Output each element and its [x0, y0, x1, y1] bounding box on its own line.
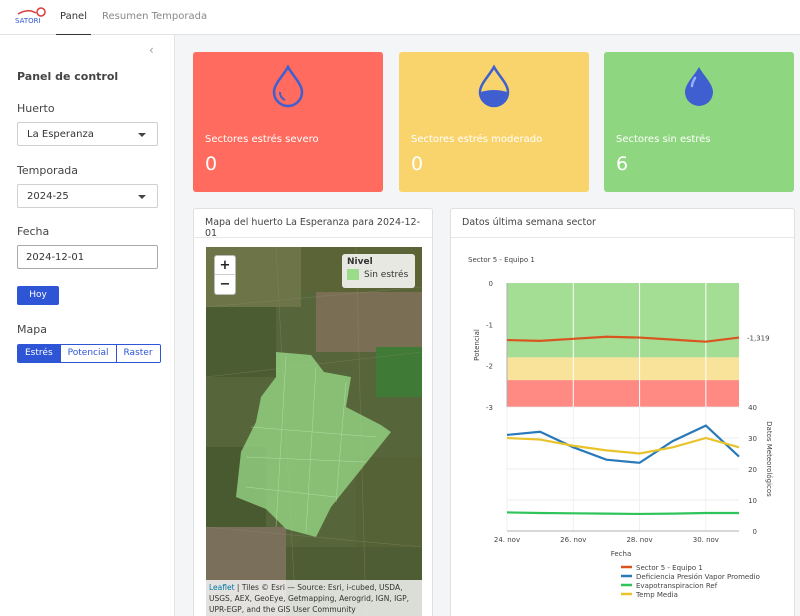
card-estres-severo: Sectores estrés severo 0 — [193, 52, 383, 192]
hoy-button[interactable]: Hoy — [17, 286, 59, 305]
satellite-imagery — [206, 247, 422, 616]
card-sin-estres: Sectores sin estrés 6 — [604, 52, 794, 192]
zoom-control: + − — [214, 255, 236, 295]
card-value: 0 — [411, 153, 424, 175]
mapa-toggle-group: Estrés Potencial Raster — [17, 344, 161, 363]
bottom-y-axis-label: Datos Meteorológicos — [765, 421, 773, 497]
sidebar-title: Panel de control — [17, 70, 119, 83]
huerto-value: La Esperanza — [27, 129, 94, 140]
huerto-label: Huerto — [17, 102, 55, 115]
card-label: Sectores estrés moderado — [411, 134, 543, 145]
chart-subtitle: Sector 5 - Equipo 1 — [468, 256, 535, 264]
series-line-0 — [506, 424, 740, 464]
card-value: 6 — [616, 153, 629, 175]
leaflet-link[interactable]: Leaflet — [209, 583, 235, 592]
map-legend: Nivel Sin estrés — [342, 254, 415, 288]
weekly-sector-chart[interactable]: Sector 5 - Equipo 1 0 -1 -2 -3 Potencial -1,31… — [451, 247, 796, 616]
legend-item-label: Deficiencia Presión Vapor Promedio — [636, 573, 760, 581]
mapa-option-raster[interactable]: Raster — [115, 345, 160, 362]
map-attribution: Leaflet | Tiles © Esri — Source: Esri, i… — [206, 580, 422, 616]
card-label: Sectores sin estrés — [616, 134, 711, 145]
legend-item-label: Evapotranspiracion Ref — [636, 582, 718, 590]
temporada-label: Temporada — [17, 164, 79, 177]
huerto-select[interactable]: La Esperanza — [17, 122, 158, 146]
chart-panel-title: Datos última semana sector — [462, 217, 596, 228]
legend-item-label: Sin estrés — [364, 269, 409, 280]
top-y-tick-label: 0 — [489, 280, 493, 288]
top-y-tick-label: -1 — [486, 321, 493, 329]
top-y-tick-label: -2 — [486, 363, 493, 371]
water-drop-half-icon — [478, 64, 510, 108]
water-drop-empty-icon — [272, 64, 304, 108]
orchard-map[interactable]: + − Nivel Sin estrés Leaflet | Tiles © E… — [206, 247, 422, 616]
sidebar: ‹ Panel de control Huerto La Esperanza T… — [0, 35, 175, 616]
top-y-axis-label: Potencial — [473, 329, 481, 361]
tab-panel[interactable]: Panel — [56, 11, 91, 36]
map-panel-title: Mapa del huerto La Esperanza para 2024-1… — [205, 217, 421, 239]
legend-item-label: Sector 5 - Equipo 1 — [636, 564, 703, 572]
top-y-tick-label: -3 — [486, 404, 493, 412]
temporada-value: 2024-25 — [27, 191, 69, 202]
zoom-out-button[interactable]: − — [219, 277, 231, 292]
legend-swatch — [347, 269, 359, 280]
card-estres-moderado: Sectores estrés moderado 0 — [399, 52, 589, 192]
bottom-y-tick-label: 0 — [753, 528, 757, 536]
attribution-text: | Tiles © Esri — Source: Esri, i-cubed, … — [209, 583, 410, 614]
mapa-option-estres[interactable]: Estrés — [18, 345, 60, 362]
fecha-label: Fecha — [17, 225, 50, 238]
bottom-y-tick-label: 30 — [748, 435, 757, 443]
x-tick-label: 28. nov — [626, 536, 652, 544]
series-line-2 — [506, 436, 740, 455]
bottom-y-tick-label: 20 — [748, 466, 757, 474]
x-tick-label: 26. nov — [560, 536, 586, 544]
card-label: Sectores estrés severo — [205, 134, 319, 145]
stress-band-2 — [507, 380, 739, 407]
water-drop-full-icon — [685, 67, 713, 106]
mapa-label: Mapa — [17, 323, 47, 336]
series-line-sector — [506, 335, 740, 343]
temporada-select[interactable]: 2024-25 — [17, 184, 158, 208]
tab-resumen-temporada[interactable]: Resumen Temporada — [102, 11, 208, 22]
top-navbar: SATORI Panel Resumen Temporada — [0, 0, 800, 36]
x-tick-label: 24. nov — [494, 536, 520, 544]
mapa-option-potencial[interactable]: Potencial — [59, 345, 116, 362]
stress-band-1 — [507, 357, 739, 381]
legend-item-label: Temp Media — [635, 591, 678, 599]
legend-title: Nivel — [347, 257, 373, 267]
map-panel: Mapa del huerto La Esperanza para 2024-1… — [193, 208, 433, 616]
zoom-in-button[interactable]: + — [215, 256, 235, 275]
bottom-y-tick-label: 40 — [748, 404, 757, 412]
chevron-down-icon — [138, 195, 146, 199]
series-line-1 — [506, 511, 739, 516]
chevron-left-icon[interactable]: ‹ — [149, 43, 154, 57]
x-tick-label: 30. nov — [693, 536, 719, 544]
stress-band-0 — [507, 283, 739, 358]
chart-panel: Datos última semana sector Sector 5 - Eq… — [450, 208, 795, 616]
x-axis-label: Fecha — [611, 550, 632, 558]
bottom-y-tick-label: 10 — [748, 497, 757, 505]
logo-text: SATORI — [15, 17, 41, 25]
card-value: 0 — [205, 153, 218, 175]
fecha-input[interactable] — [17, 245, 158, 269]
satori-logo[interactable]: SATORI — [14, 6, 48, 28]
last-value-label: -1,319 — [747, 335, 770, 343]
chevron-down-icon — [138, 133, 146, 137]
